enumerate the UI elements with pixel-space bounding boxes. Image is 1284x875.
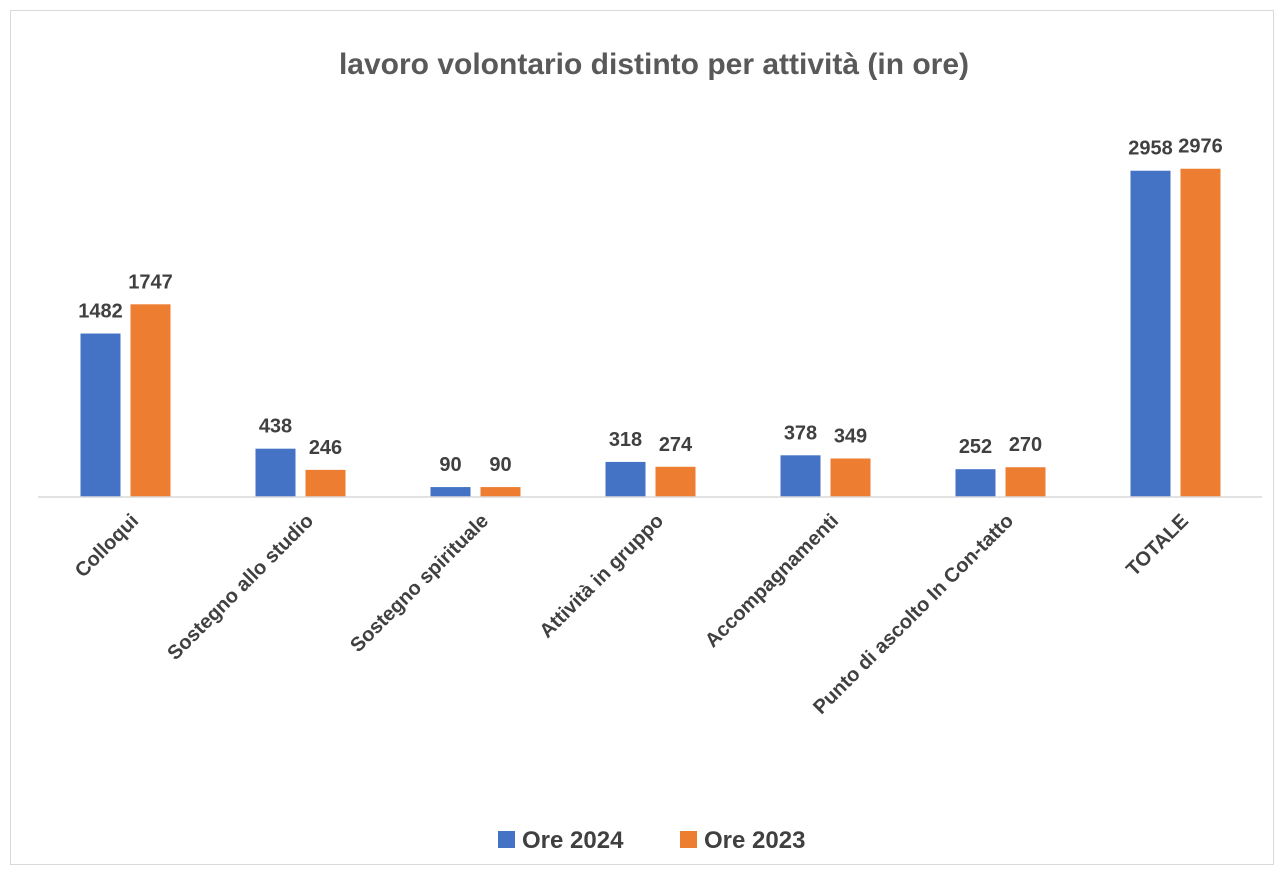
- x-tick-label-6: TOTALE: [1122, 510, 1193, 581]
- data-label-ore-2024-5: 252: [959, 436, 992, 458]
- x-tick-label-4: Accompagnamenti: [701, 510, 843, 652]
- x-tick-label-5: Punto di ascolto In Con-tatto: [809, 510, 1018, 719]
- chart-frame: [10, 10, 1274, 865]
- data-label-ore-2024-0: 1482: [78, 301, 123, 323]
- bar-ore-2024-2: [430, 487, 471, 497]
- data-label-ore-2023-0: 1747: [128, 271, 173, 293]
- legend-swatch-0: [498, 831, 515, 848]
- bar-ore-2024-3: [605, 461, 646, 497]
- bar-ore-2024-4: [780, 455, 821, 497]
- data-label-ore-2023-3: 274: [659, 434, 693, 456]
- bar-ore-2023-4: [830, 458, 871, 497]
- data-label-ore-2024-4: 378: [784, 422, 817, 444]
- data-label-ore-2024-3: 318: [609, 429, 642, 451]
- legend-swatch-1: [680, 831, 697, 848]
- bar-ore-2023-2: [480, 487, 521, 497]
- x-tick-label-2: Sostegno spirituale: [346, 510, 493, 657]
- data-label-ore-2023-5: 270: [1009, 434, 1042, 456]
- data-label-ore-2023-2: 90: [489, 454, 511, 476]
- data-label-ore-2024-2: 90: [439, 454, 461, 476]
- bar-ore-2024-6: [1130, 170, 1171, 497]
- legend-label-0: Ore 2024: [522, 827, 624, 854]
- data-label-ore-2023-6: 2976: [1178, 136, 1223, 158]
- x-tick-label-1: Sostegno allo studio: [163, 510, 318, 665]
- data-label-ore-2024-1: 438: [259, 416, 292, 438]
- data-label-ore-2023-4: 349: [834, 426, 867, 448]
- bars-group: [80, 168, 1221, 497]
- chart-title: lavoro volontario distinto per attività …: [339, 48, 969, 81]
- data-label-ore-2024-6: 2958: [1128, 138, 1173, 160]
- bar-ore-2023-3: [655, 466, 696, 497]
- bar-ore-2023-0: [130, 304, 171, 497]
- legend-label-1: Ore 2023: [704, 827, 805, 854]
- legend: Ore 2024 Ore 2023: [498, 827, 805, 854]
- bar-ore-2024-1: [255, 448, 296, 497]
- bar-ore-2023-5: [1005, 467, 1046, 497]
- bar-ore-2024-5: [955, 469, 996, 497]
- bar-ore-2023-6: [1180, 168, 1221, 497]
- bar-ore-2024-0: [80, 333, 121, 497]
- bar-ore-2023-1: [305, 469, 346, 497]
- x-axis-labels: Colloqui Sostegno allo studio Sostegno spi…: [71, 510, 1193, 719]
- data-label-ore-2023-1: 246: [309, 437, 342, 459]
- x-tick-label-0: Colloqui: [71, 510, 143, 582]
- x-tick-label-3: Attività in gruppo: [535, 510, 668, 643]
